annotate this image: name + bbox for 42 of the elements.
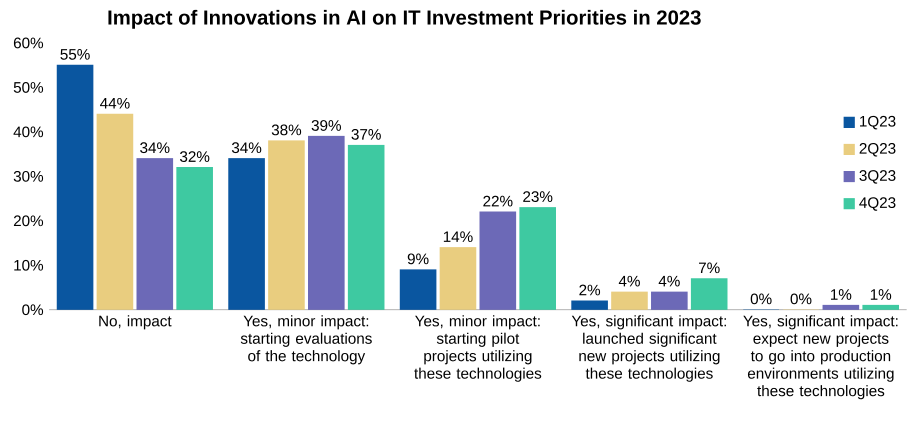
data-label: 39%: [312, 120, 341, 131]
bar: [690, 278, 728, 310]
y-tick-label: 30%: [14, 170, 44, 182]
data-label: 34%: [232, 142, 262, 154]
data-label: 0%: [750, 293, 772, 304]
x-tick-label: Yes, minor impact: starting evaluations of the technology: [240, 315, 372, 364]
x-tick-label: No, impact: [99, 315, 172, 330]
data-label: 32%: [180, 151, 210, 162]
legend-label: 1Q23: [860, 116, 896, 130]
data-label: 7%: [698, 262, 720, 274]
data-label: 44%: [100, 98, 130, 109]
bar: [862, 304, 900, 310]
data-label: 4%: [658, 276, 680, 286]
bar: [519, 207, 556, 310]
data-label: 38%: [272, 124, 302, 136]
data-label: 37%: [352, 128, 381, 140]
x-tick-label: Yes, minor impact: starting pilot projects utilizing these technologies: [414, 315, 542, 382]
data-label: 9%: [408, 253, 429, 264]
data-label: 34%: [140, 142, 170, 154]
chart-title: Impact of Innovations in AI on IT Investment Priorities in 2023: [108, 10, 701, 29]
x-tick-label: Yes, significant impact: expect new projects to go into production environments utilizing these technologies: [743, 315, 898, 400]
x-tick-label: Yes, significant impact: launched significant new projects utilizing these technologies: [572, 315, 726, 382]
bar: [176, 167, 213, 310]
legend-label: 2Q23: [860, 142, 896, 156]
y-tick-label: 50%: [14, 82, 44, 93]
data-label: 2%: [579, 284, 600, 296]
legend-label: 4Q23: [859, 197, 896, 211]
y-tick-label: 60%: [14, 38, 44, 48]
data-label: 22%: [483, 196, 513, 206]
bar: [348, 144, 384, 310]
data-label: 23%: [523, 191, 552, 202]
data-label: 4%: [618, 276, 640, 286]
data-label: 14%: [444, 231, 473, 242]
data-label: 1%: [830, 289, 852, 300]
legend-label: 3Q23: [859, 170, 896, 184]
y-tick-label: 10%: [14, 260, 44, 271]
data-label: 0%: [790, 293, 812, 304]
y-tick-label: 20%: [14, 215, 44, 226]
data-label: 55%: [60, 48, 90, 60]
y-tick-label: 40%: [14, 126, 44, 138]
data-label: 1%: [870, 289, 892, 300]
y-tick-label: 0%: [22, 304, 44, 316]
